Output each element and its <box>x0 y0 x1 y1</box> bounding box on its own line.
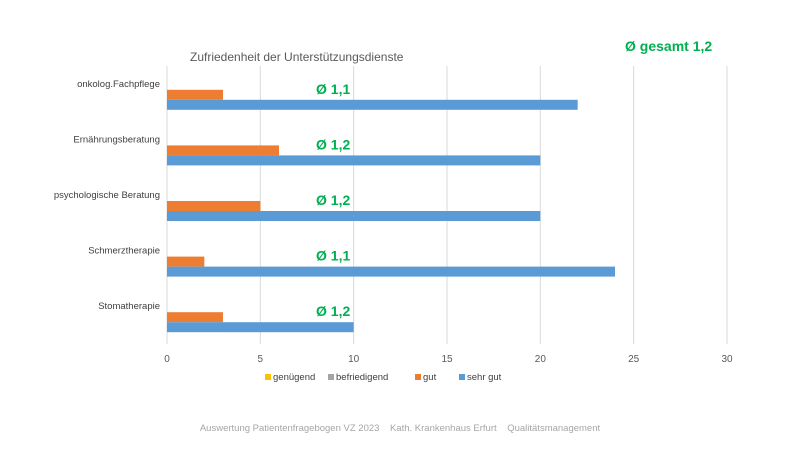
bar-sehr-gut <box>167 211 541 221</box>
bar-sehr-gut <box>167 322 354 333</box>
x-tick-label: 5 <box>258 354 264 365</box>
legend: genügend befriedigend gut sehr gut <box>265 372 502 383</box>
legend-swatch <box>265 374 271 380</box>
x-tick-label: 30 <box>721 354 733 365</box>
category-label: Ernährungsberatung <box>73 134 160 145</box>
average-label: Ø 1,1 <box>316 248 350 264</box>
legend-label: befriedigend <box>336 372 388 383</box>
gridlines <box>166 66 728 344</box>
legend-label: gut <box>423 372 437 383</box>
bar-sehr-gut <box>167 266 615 277</box>
legend-swatch <box>415 374 421 380</box>
bar-sehr-gut <box>167 99 578 110</box>
overall-average-label: Ø gesamt 1,2 <box>625 38 712 54</box>
bar-gut <box>167 201 261 211</box>
legend-swatch <box>328 374 334 380</box>
footer: Auswertung Patientenfragebogen VZ 2023 K… <box>199 423 601 434</box>
x-tick-label: 20 <box>535 354 547 365</box>
legend-label: sehr gut <box>467 372 502 383</box>
bar-sehr-gut <box>167 155 541 166</box>
category-label: onkolog.Fachpflege <box>77 79 160 90</box>
category-label: Stomatherapie <box>98 301 160 312</box>
legend-label: genügend <box>273 372 315 383</box>
x-tick-label: 25 <box>628 354 640 365</box>
bar-gut <box>167 256 205 267</box>
x-tick-label: 10 <box>348 354 360 365</box>
category-label: psychologische Beratung <box>54 190 160 201</box>
x-tick-label: 15 <box>441 354 453 365</box>
category-label: Schmerztherapie <box>88 246 160 257</box>
chart-title: Zufriedenheit der Unterstützungsdienste <box>190 50 404 64</box>
x-tick-label: 0 <box>164 354 170 365</box>
bar-gut <box>167 145 279 156</box>
legend-swatch <box>459 374 465 380</box>
bar-gut <box>167 89 223 100</box>
average-label: Ø 1,2 <box>316 303 350 319</box>
bar-gut <box>167 312 223 323</box>
average-label: Ø 1,2 <box>316 192 350 208</box>
average-label: Ø 1,2 <box>316 136 350 152</box>
average-label: Ø 1,1 <box>316 81 350 97</box>
bars <box>167 89 615 333</box>
labels: 0 5 10 15 20 25 30 onkolog.Fachpflege Ø 1,1 Ernäh… <box>54 79 733 365</box>
